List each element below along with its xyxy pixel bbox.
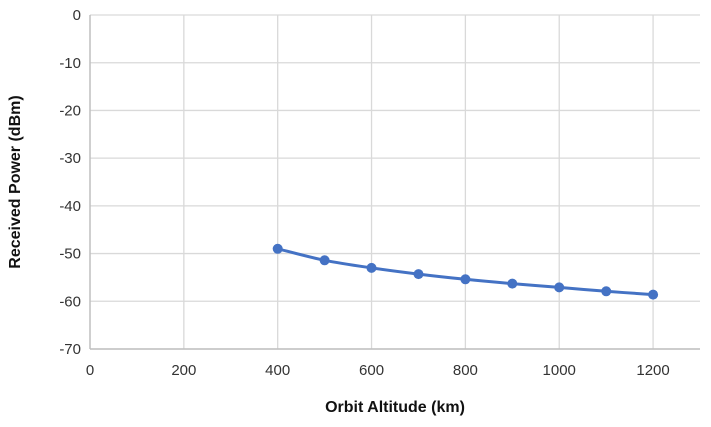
y-tick-label: -60 xyxy=(59,293,81,310)
x-axis-title: Orbit Altitude (km) xyxy=(325,399,465,416)
data-point-marker xyxy=(366,262,377,273)
x-tick-label: 800 xyxy=(453,362,478,379)
data-point-marker xyxy=(460,274,471,285)
data-point-marker xyxy=(601,286,612,297)
data-series xyxy=(272,243,659,300)
data-point-marker xyxy=(319,255,330,266)
tick-labels: 0 -10 -20 -30 -40 -50 -60 -70 0 200 400 600 800 1000 1… xyxy=(59,7,669,379)
data-point-marker xyxy=(413,269,424,280)
x-tick-label: 600 xyxy=(359,362,384,379)
data-point-marker xyxy=(507,278,518,289)
data-point-marker xyxy=(648,289,659,300)
data-point-marker xyxy=(272,243,283,254)
gridlines xyxy=(90,14,700,350)
x-tick-label: 200 xyxy=(171,362,196,379)
y-tick-label: -30 xyxy=(59,150,81,167)
x-tick-label: 0 xyxy=(86,362,94,379)
y-axis-title: Received Power (dBm) xyxy=(7,95,24,268)
x-tick-label: 400 xyxy=(265,362,290,379)
x-tick-label: 1000 xyxy=(543,362,576,379)
y-tick-label: -10 xyxy=(59,55,81,72)
x-tick-label: 1200 xyxy=(636,362,669,379)
axis-lines xyxy=(89,15,700,350)
y-tick-label: 0 xyxy=(73,7,81,24)
y-tick-label: -70 xyxy=(59,341,81,358)
y-tick-label: -40 xyxy=(59,198,81,215)
y-tick-label: -20 xyxy=(59,103,81,120)
y-tick-label: -50 xyxy=(59,246,81,263)
data-point-marker xyxy=(554,282,565,293)
